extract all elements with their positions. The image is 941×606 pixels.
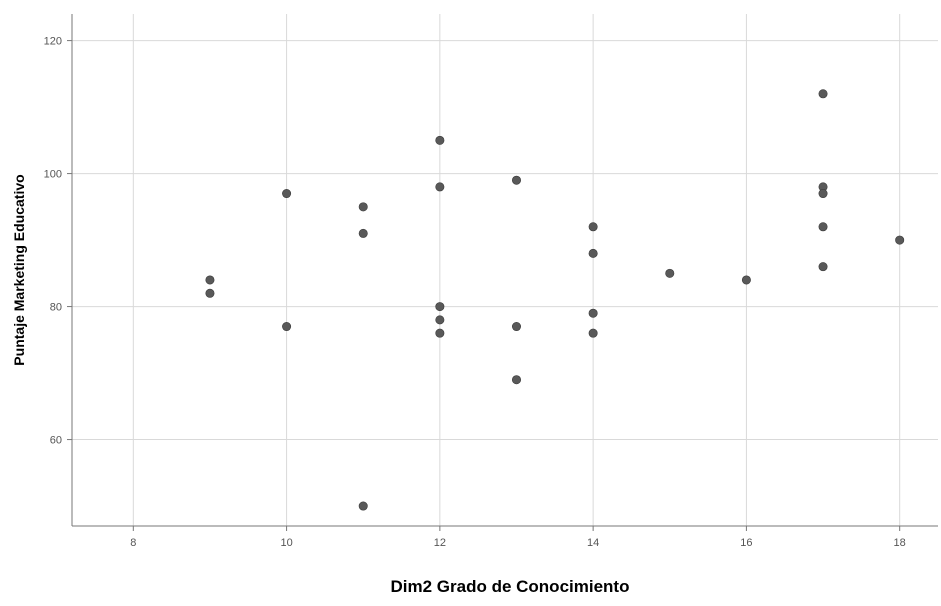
x-tick-label: 10 (280, 537, 292, 549)
data-point (435, 302, 445, 312)
data-point (818, 222, 828, 232)
data-point (588, 248, 598, 258)
data-point (282, 322, 292, 332)
data-point (588, 308, 598, 318)
y-tick-label: 60 (50, 435, 62, 447)
data-points (205, 89, 905, 511)
data-point (358, 228, 368, 238)
y-axis-title: Puntaje Marketing Educativo (11, 174, 27, 365)
data-point (895, 235, 905, 245)
y-tick-label: 120 (44, 36, 62, 48)
data-point (435, 328, 445, 338)
grid-lines (72, 14, 938, 526)
x-tick-label: 16 (740, 537, 752, 549)
data-point (511, 322, 521, 332)
axes (67, 14, 938, 531)
data-point (818, 262, 828, 272)
x-tick-label: 12 (434, 537, 446, 549)
data-point (205, 288, 215, 298)
x-tick-label: 18 (894, 537, 906, 549)
data-point (818, 89, 828, 99)
data-point (358, 202, 368, 212)
data-point (435, 315, 445, 325)
tick-labels: 8 10 12 14 16 18 60 80 100 120 (44, 36, 906, 549)
data-point (435, 182, 445, 192)
data-point (358, 501, 368, 511)
data-point (741, 275, 751, 285)
data-point (818, 189, 828, 199)
data-point (205, 275, 215, 285)
x-tick-label: 8 (130, 537, 136, 549)
x-tick-label: 14 (587, 537, 599, 549)
data-point (588, 328, 598, 338)
data-point (511, 175, 521, 185)
data-point (665, 268, 675, 278)
x-axis-title: Dim2 Grado de Conocimiento (391, 577, 630, 596)
y-tick-label: 100 (44, 169, 62, 181)
data-point (282, 189, 292, 199)
y-tick-label: 80 (50, 302, 62, 314)
data-point (435, 135, 445, 145)
data-point (588, 222, 598, 232)
data-point (511, 375, 521, 385)
